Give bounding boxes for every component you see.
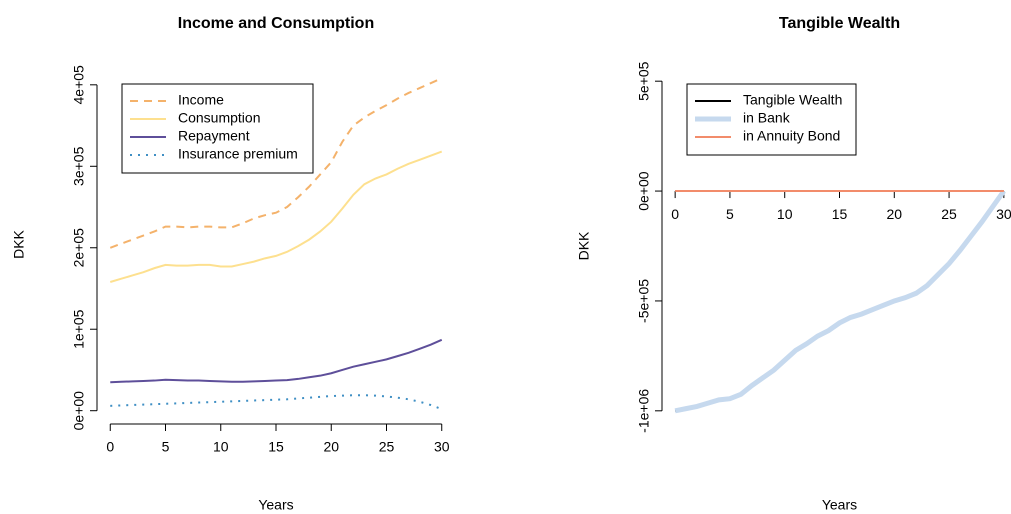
legend-label: in Annuity Bond: [743, 128, 840, 144]
series-line: [674, 190, 1005, 412]
chart-title: Tangible Wealth: [779, 15, 900, 32]
legend-label: in Bank: [743, 110, 791, 126]
series-line: [109, 77, 443, 249]
x-tick-label: 15: [268, 439, 284, 455]
y-axis-label: DKK: [11, 229, 27, 258]
x-tick-label: 15: [832, 206, 848, 222]
x-tick-label: 10: [777, 206, 793, 222]
x-tick-label: 25: [941, 206, 957, 222]
x-axis-label: Years: [822, 497, 857, 513]
x-tick-label: 0: [106, 439, 114, 455]
series-line: [110, 394, 443, 411]
x-axis-label: Years: [258, 497, 293, 513]
y-tick-label: 5e+05: [636, 61, 652, 101]
y-tick-label: -5e+05: [636, 279, 652, 323]
legend-label: Tangible Wealth: [743, 92, 842, 108]
y-tick-label: -1e+06: [636, 389, 652, 433]
x-tick-label: 30: [996, 206, 1011, 222]
y-tick-label: 2e+05: [71, 228, 87, 268]
x-tick-label: 20: [323, 439, 339, 455]
legend-label: Insurance premium: [178, 146, 298, 162]
x-tick-label: 5: [726, 206, 734, 222]
legend-box: [121, 83, 314, 174]
x-tick-label: 25: [379, 439, 395, 455]
y-tick-label: 3e+05: [71, 146, 87, 186]
y-tick-label: 0e+00: [636, 171, 652, 211]
y-tick-label: 4e+05: [71, 65, 87, 105]
series-line: [110, 338, 443, 384]
y-tick-label: 1e+05: [71, 309, 87, 349]
series-line: [109, 150, 443, 283]
x-tick-label: 0: [671, 206, 679, 222]
y-tick-label: 0e+00: [71, 391, 87, 431]
legend-label: Repayment: [178, 128, 250, 144]
chart-title: Income and Consumption: [178, 15, 374, 32]
x-tick-label: 5: [162, 439, 170, 455]
y-axis-label: DKK: [576, 231, 592, 260]
legend-label: Income: [178, 92, 224, 108]
legend-label: Consumption: [178, 110, 261, 126]
x-tick-label: 20: [886, 206, 902, 222]
x-tick-label: 30: [434, 439, 450, 455]
x-tick-label: 10: [213, 439, 229, 455]
series-line: [674, 189, 1006, 414]
